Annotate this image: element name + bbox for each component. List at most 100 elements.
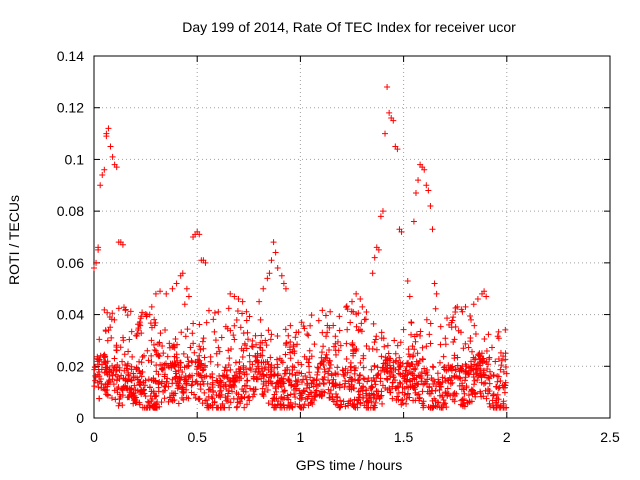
data-point (497, 377, 504, 384)
data-point (494, 391, 501, 398)
data-point (352, 404, 359, 411)
data-point (170, 343, 177, 350)
y-tick-label: 0.14 (57, 48, 84, 64)
data-point (421, 166, 428, 173)
data-point (313, 391, 320, 398)
data-point (493, 397, 500, 404)
data-point (298, 361, 305, 368)
data-point (501, 384, 508, 391)
data-point (430, 364, 437, 371)
data-point (362, 390, 369, 397)
data-point (157, 330, 164, 337)
data-point (281, 387, 288, 394)
data-point (283, 339, 290, 346)
data-point (343, 304, 350, 311)
data-point (241, 383, 248, 390)
data-point (398, 401, 405, 408)
data-point (167, 394, 174, 401)
data-point (330, 376, 337, 383)
data-point (336, 313, 343, 320)
data-point (236, 359, 243, 366)
data-point (378, 392, 385, 399)
data-point (227, 290, 234, 297)
data-point (373, 333, 380, 340)
data-point (269, 380, 276, 387)
data-point (203, 372, 210, 379)
data-point (455, 327, 462, 334)
data-point (411, 365, 418, 372)
x-tick-label: 1 (297, 429, 305, 445)
data-point (113, 164, 120, 171)
data-point (268, 257, 275, 264)
data-point (439, 379, 446, 386)
data-point (99, 171, 106, 178)
data-point (141, 390, 148, 397)
data-point (271, 404, 278, 411)
data-point (488, 344, 495, 351)
data-point (377, 393, 384, 400)
data-point (399, 396, 406, 403)
data-point (148, 388, 155, 395)
data-point (461, 377, 468, 384)
data-point (199, 338, 206, 345)
data-point (403, 400, 410, 407)
data-point (370, 374, 377, 381)
data-point (278, 272, 285, 279)
data-point (218, 387, 225, 394)
data-point (484, 390, 491, 397)
data-point (436, 359, 443, 366)
data-point (233, 316, 240, 323)
data-point (452, 366, 459, 373)
data-point (371, 378, 378, 385)
data-point (407, 370, 414, 377)
data-point (125, 371, 132, 378)
data-point (94, 355, 101, 362)
data-point (250, 387, 257, 394)
data-point (378, 329, 385, 336)
data-point (253, 341, 260, 348)
data-point (226, 355, 233, 362)
data-point (442, 335, 449, 342)
data-point (291, 348, 298, 355)
data-point (91, 265, 97, 272)
data-point (327, 308, 334, 315)
data-point (281, 394, 288, 401)
data-point (323, 333, 330, 340)
data-point (368, 398, 375, 405)
data-point (308, 379, 315, 386)
data-point (373, 346, 380, 353)
data-point (474, 376, 481, 383)
data-point (481, 336, 488, 343)
data-point (197, 346, 204, 353)
data-point (184, 354, 191, 361)
data-point (391, 337, 398, 344)
data-point (405, 391, 412, 398)
data-point (244, 329, 251, 336)
data-point (137, 379, 144, 386)
data-point (228, 384, 235, 391)
data-point (396, 364, 403, 371)
data-point (127, 308, 134, 315)
data-point (301, 401, 308, 408)
data-point (231, 293, 238, 300)
data-point (397, 339, 404, 346)
data-point (297, 404, 304, 411)
data-point (237, 324, 244, 331)
data-point (347, 397, 354, 404)
data-point (423, 343, 430, 350)
data-point (159, 362, 166, 369)
data-point (281, 404, 288, 411)
data-point (243, 308, 250, 315)
data-point (495, 335, 502, 342)
data-point (312, 388, 319, 395)
data-point (182, 333, 189, 340)
data-point (250, 375, 257, 382)
data-point (462, 340, 469, 347)
data-point (471, 322, 478, 329)
data-point (403, 395, 410, 402)
data-point (113, 377, 120, 384)
data-point (104, 337, 111, 344)
data-point (418, 375, 425, 382)
data-point (324, 355, 331, 362)
data-point (319, 307, 326, 314)
